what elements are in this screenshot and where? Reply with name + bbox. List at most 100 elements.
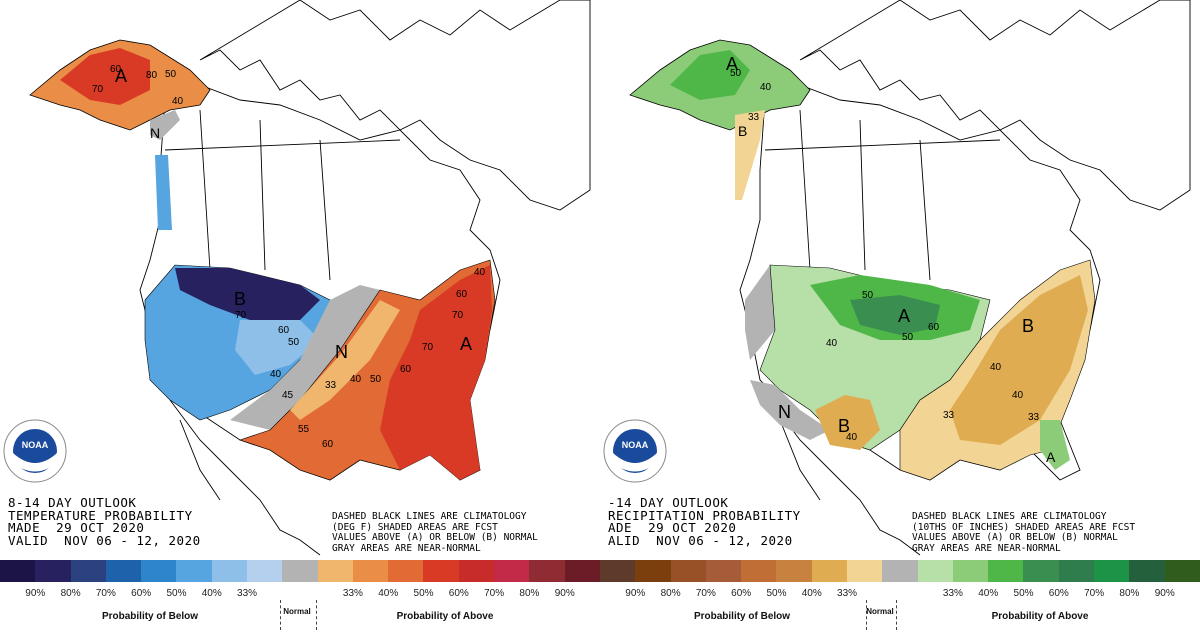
region-letter: A [1046,449,1056,465]
logo-text: NOAA [22,440,49,450]
contour-label: 40 [846,432,858,443]
legend-swatch [317,560,353,582]
legend-tick-label: 70% [695,588,716,599]
alaska-core [60,48,150,105]
contour-label: 60 [322,439,334,450]
contour-label: 33 [748,112,760,123]
legend-separator [316,600,317,630]
legend-swatch [952,560,989,582]
legend-tick-label: 80% [519,588,540,599]
region-letter: B [234,289,246,309]
legend-swatch [105,560,142,582]
legend-tick-label: 60% [1048,588,1069,599]
temperature-outlook-map: 60 50 70 40 80 70 60 50 40 33 45 40 50 6… [0,0,596,560]
contour-label: 70 [235,310,247,321]
contour-label: 40 [826,338,838,349]
contour-label: 60 [400,364,412,375]
temp-normal-label: Normal [283,607,311,616]
contour-label: 50 [288,337,300,348]
contour-label: 50 [862,290,874,301]
legend-swatch [1129,560,1165,582]
legend-swatch [70,560,106,582]
contour-label: 33 [943,410,955,421]
title-line: TEMPERATURE PROBABILITY [8,507,193,523]
mid-normal-band [230,285,380,430]
title-line: MADE 29 OCT 2020 [8,520,145,535]
noaa-logo: NOAA [603,419,667,483]
legend-tick-label: 50% [766,588,787,599]
contour-label: 40 [990,362,1002,373]
legend-swatch [846,560,883,582]
map-title-block: 8-14 DAY OUTLOOK TEMPERATURE PROBABILITY… [8,495,201,547]
legend-tick-label: 60% [448,588,469,599]
region-letter: B [738,123,747,139]
legend-swatch [882,560,918,582]
legend-swatch [635,560,671,582]
legend-swatch [1058,560,1094,582]
contour-label: 40 [474,267,486,278]
legend-swatch [493,560,530,582]
legend-swatch [35,560,71,582]
note-line: DASHED BLACK LINES ARE CLIMATOLOGY [332,511,527,522]
legend-swatch [1093,560,1130,582]
contour-label: 60 [278,325,290,336]
contour-label: 60 [110,64,122,75]
legend-tick-label: 40% [378,588,399,599]
legend-tick-label: 50% [166,588,187,599]
precipitation-map-graphic: 50 40 33 40 50 60 50 40 40 33 33 40 A B … [629,0,1191,556]
region-letter: A [460,334,472,354]
legend-tick-label: 33% [942,588,963,599]
region-letter: B [838,416,850,436]
contour-label: 80 [146,70,158,81]
legend-tick-label: 40% [201,588,222,599]
precipitation-legend-bar [600,560,1200,582]
logo-text: NOAA [622,440,649,450]
contour-label: 70 [92,84,104,95]
legend-swatch [282,560,318,582]
region-letter: N [778,402,791,422]
title-line: 8-14 DAY OUTLOOK [8,495,137,510]
legend-swatch [388,560,424,582]
legend-tick-label: 80% [660,588,681,599]
north-plains-core [850,295,940,335]
legend-swatch [670,560,706,582]
legend-swatch [811,560,847,582]
legend-tick-label: 40% [801,588,822,599]
temp-above-label: Probability of Above [396,611,494,622]
contour-label: 50 [730,68,742,79]
legend-tick-label: 90% [625,588,646,599]
title-line: RECIPITATION PROBABILITY [608,507,801,523]
region-letter: A [115,66,127,86]
legend-tick-label: 60% [731,588,752,599]
contour-label: 40 [172,96,184,107]
note-line: GRAY AREAS ARE NEAR-NORMAL [332,542,481,554]
note-line: VALUES ABOVE (A) OR BELOW (B) NORMAL [912,532,1118,543]
legend-swatch [529,560,565,582]
legend-tick-label: 70% [1084,588,1105,599]
note-line: GRAY AREAS ARE NEAR-NORMAL [912,542,1061,554]
contour-label: 40 [270,369,282,380]
legend-swatch [564,560,600,582]
alaska-core [670,50,750,100]
title-line: ALID NOV 06 - 12, 2020 [608,532,793,548]
legend-tick-label: 50% [1013,588,1034,599]
legend-tick-label: 70% [95,588,116,599]
texas-below-area [815,395,880,450]
contour-label: 55 [298,424,310,435]
note-line: (DEG F) SHADED AREAS ARE FCST [332,521,498,533]
legend-swatch [741,560,777,582]
region-letter: A [898,306,910,326]
precip-normal-label: Normal [866,607,894,616]
legend-separator [866,600,867,630]
title-line: -14 DAY OUTLOOK [608,495,729,510]
north-plains-core [175,268,320,320]
contour-label: 60 [456,289,468,300]
legend-tick-label: 33% [342,588,363,599]
legend-separator [280,600,281,630]
title-line: ADE 29 OCT 2020 [608,520,737,535]
note-line: VALUES ABOVE (A) OR BELOW (B) NORMAL [332,532,538,543]
temperature-map-graphic: 60 50 70 40 80 70 60 50 40 33 45 40 50 6… [29,0,591,556]
contour-label: 40 [1012,390,1024,401]
contour-label: 33 [325,380,337,391]
region-letter: N [335,342,348,362]
